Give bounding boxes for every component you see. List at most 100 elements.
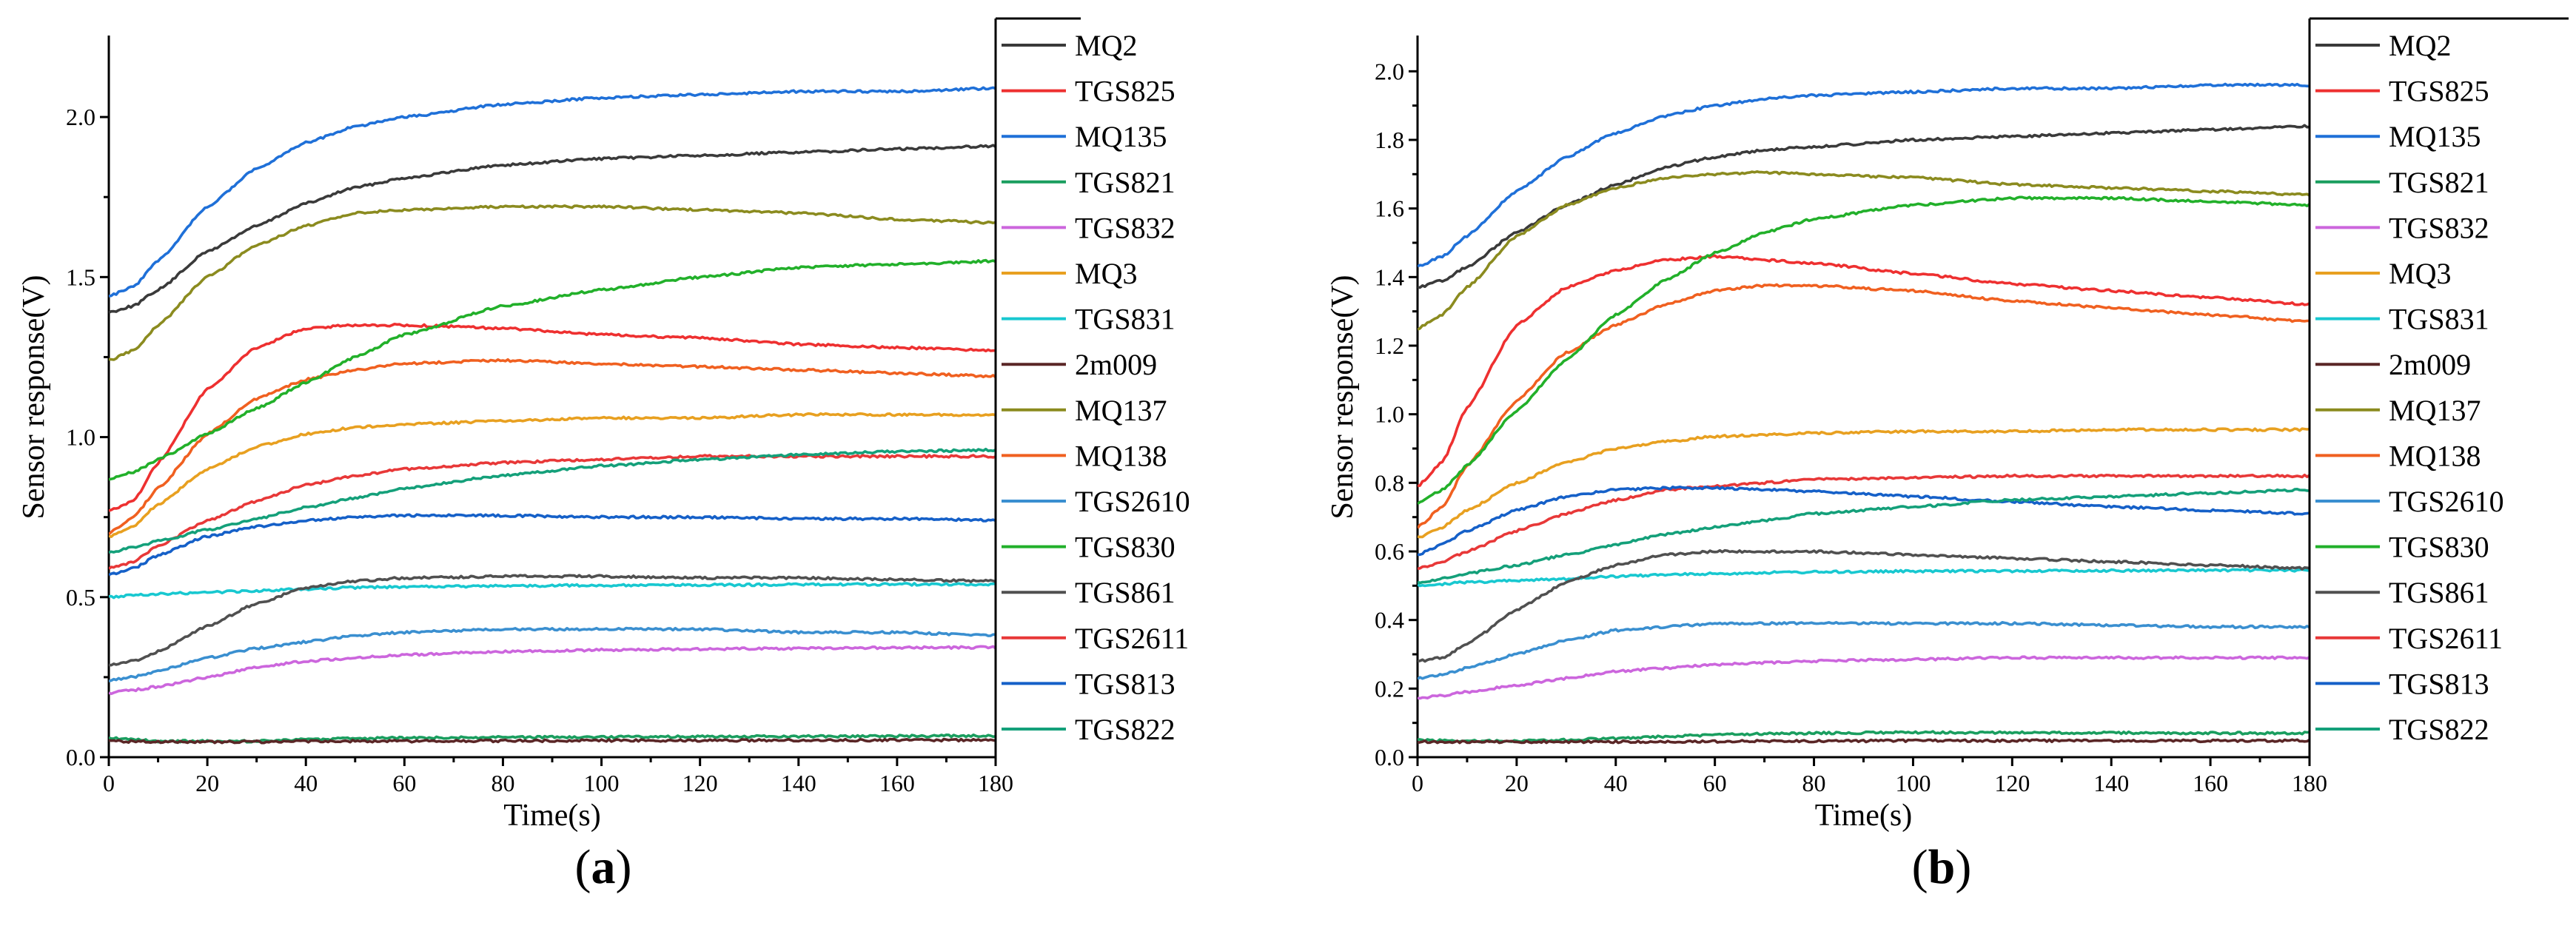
legend-label: MQ137 <box>1075 394 1167 427</box>
legend-label: TGS2611 <box>1075 622 1189 655</box>
y-tick-label: 1.0 <box>66 424 95 451</box>
series-line-TGS861 <box>109 574 996 667</box>
series-lines <box>1418 82 2310 745</box>
panel-label: (a) <box>575 840 632 894</box>
y-tick-label: 1.0 <box>1375 401 1404 428</box>
series-line-TGS832 <box>1418 655 2310 700</box>
legend-label: TGS2611 <box>2389 622 2503 655</box>
x-tick-label: 80 <box>1802 770 1826 796</box>
series-lines <box>109 86 996 745</box>
y-tick-label: 2.0 <box>1375 58 1404 84</box>
panel-b: 0.0 0.2 0.4 0.6 0.8 1.0 1.2 1.4 1.6 1.8 2.0 0 20 40 60… <box>1326 17 2569 894</box>
x-tick-label: 0 <box>1412 770 1423 796</box>
y-axis-title: Sensor response(V) <box>1326 275 1360 519</box>
x-tick-label: 20 <box>1505 770 1529 796</box>
x-tick-label: 140 <box>2093 770 2129 796</box>
legend: MQ2 TGS825 MQ135 TGS821 TGS832 MQ3 TGS831 2m009… <box>2315 29 2504 746</box>
y-tick-label: 1.8 <box>1375 127 1404 153</box>
series-line-TGS825 <box>1418 254 2310 488</box>
series-line-MQ3 <box>109 412 996 539</box>
x-axis-title: Time(s) <box>1815 799 1912 833</box>
x-tick-label: 20 <box>195 770 219 796</box>
y-tick-label: 0.4 <box>1375 607 1404 634</box>
legend-label: TGS831 <box>2389 303 2489 336</box>
series-line-TGS2611 <box>109 454 996 570</box>
legend-label: MQ2 <box>1075 29 1137 62</box>
legend-label: 2m009 <box>1075 348 1157 381</box>
series-line-MQ135 <box>1418 82 2310 268</box>
series-line-MQ2 <box>1418 124 2310 289</box>
y-tick-label: 0.0 <box>1375 744 1404 771</box>
x-tick-label: 140 <box>781 770 816 796</box>
y-tick-label: 1.2 <box>1375 332 1404 359</box>
series-line-TGS831 <box>109 582 996 600</box>
x-tick-label: 0 <box>103 770 115 796</box>
y-tick-label: 0.0 <box>66 744 95 771</box>
series-line-MQ3 <box>1418 427 2310 539</box>
series-line-MQ138 <box>1418 283 2310 529</box>
legend-label: TGS821 <box>2389 166 2489 199</box>
series-line-MQ137 <box>1418 170 2310 331</box>
x-axis-title: Time(s) <box>503 799 600 833</box>
series-line-MQ137 <box>109 204 996 361</box>
legend-label: 2m009 <box>2389 348 2471 381</box>
series-line-MQ2 <box>109 144 996 314</box>
y-tick-label: 2.0 <box>66 104 95 130</box>
x-tick-label: 120 <box>682 770 718 796</box>
x-tick-label: 180 <box>2292 770 2327 796</box>
legend-label: TGS2610 <box>1075 485 1190 518</box>
series-line-TGS2611 <box>1418 473 2310 571</box>
panel-a: 0.0 0.5 1.0 1.5 2.0 0 20 40 60 80 100 120 140 160 180 T… <box>17 17 1190 894</box>
legend-label: MQ3 <box>2389 257 2451 290</box>
legend-label: TGS832 <box>1075 211 1175 244</box>
series-line-MQ135 <box>109 86 996 298</box>
y-tick-label: 0.6 <box>1375 538 1404 565</box>
y-tick-label: 0.5 <box>66 584 95 611</box>
series-line-2m009 <box>1418 738 2310 745</box>
series-line-TGS830 <box>109 258 996 481</box>
series-line-TGS822 <box>109 447 996 554</box>
series-line-TGS2610 <box>109 626 996 683</box>
legend-label: TGS825 <box>2389 75 2489 108</box>
series-line-TGS832 <box>109 645 996 696</box>
series-line-TGS822 <box>1418 487 2310 585</box>
x-tick-label: 100 <box>1895 770 1931 796</box>
x-tick-label: 60 <box>392 770 416 796</box>
series-line-MQ138 <box>109 357 996 536</box>
legend-label: TGS831 <box>1075 303 1175 336</box>
series-line-TGS830 <box>1418 195 2310 506</box>
series-line-2m009 <box>109 737 996 745</box>
x-tick-label: 100 <box>584 770 620 796</box>
x-tick-label: 180 <box>978 770 1013 796</box>
legend-label: MQ138 <box>1075 439 1167 472</box>
legend-label: MQ138 <box>2389 439 2481 472</box>
panel-label: (b) <box>1912 840 1972 894</box>
y-tick-label: 1.6 <box>1375 195 1404 222</box>
x-tick-label: 80 <box>491 770 514 796</box>
legend-label: TGS830 <box>2389 531 2489 564</box>
legend-label: MQ135 <box>1075 120 1167 153</box>
series-line-TGS813 <box>1418 485 2310 557</box>
legend-label: TGS813 <box>1075 667 1175 700</box>
y-tick-label: 1.5 <box>66 263 95 290</box>
legend-label: TGS861 <box>2389 576 2489 609</box>
y-tick-label: 0.2 <box>1375 675 1404 702</box>
x-tick-label: 40 <box>294 770 318 796</box>
legend-label: MQ2 <box>2389 29 2451 62</box>
series-line-TGS825 <box>109 322 996 512</box>
series-line-TGS813 <box>109 513 996 577</box>
legend-label: MQ3 <box>1075 257 1137 290</box>
legend-label: TGS832 <box>2389 211 2489 244</box>
x-tick-label: 60 <box>1703 770 1727 796</box>
legend-label: TGS821 <box>1075 166 1175 199</box>
legend-label: TGS822 <box>2389 713 2489 746</box>
series-line-TGS831 <box>1418 568 2310 588</box>
series-line-TGS861 <box>1418 548 2310 663</box>
y-tick-label: 1.4 <box>1375 263 1404 290</box>
legend-label: TGS813 <box>2389 667 2489 700</box>
legend-label: TGS825 <box>1075 75 1175 108</box>
x-tick-label: 40 <box>1604 770 1628 796</box>
y-tick-label: 0.8 <box>1375 469 1404 496</box>
legend-label: MQ135 <box>2389 120 2481 153</box>
